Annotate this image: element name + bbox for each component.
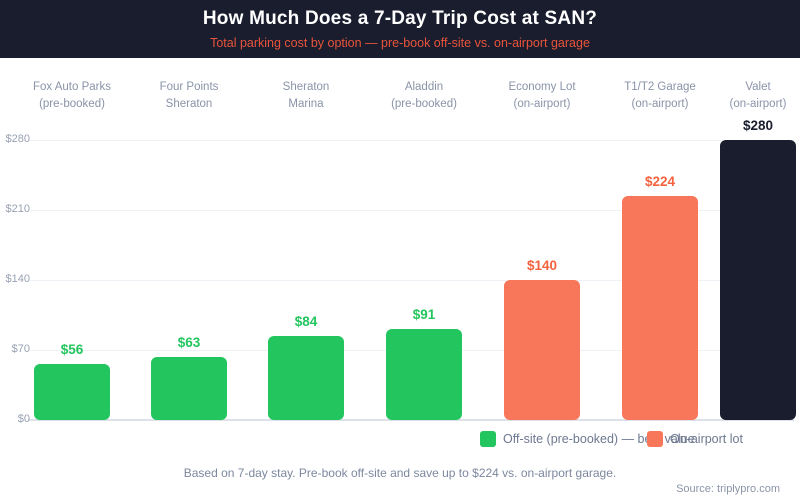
bar-column-aladdin: $91 <box>364 307 484 420</box>
legend-item-offsite[interactable]: Off-site (pre-booked) — best value <box>480 431 695 447</box>
chart-header: How Much Does a 7-Day Trip Cost at SAN? … <box>0 0 800 58</box>
legend-label-onairport: On-airport lot <box>670 432 743 446</box>
y-tick: $0 <box>17 413 30 425</box>
bar-aladdin[interactable] <box>386 329 462 420</box>
bar-value-label: $91 <box>412 307 436 322</box>
chart-subtitle: Total parking cost by option — pre-book … <box>210 36 590 50</box>
y-tick: $140 <box>5 273 30 285</box>
category-label: Valet (on-airport) <box>729 81 787 110</box>
footnote: Based on 7-day stay. Pre-book off-site a… <box>183 466 617 480</box>
bar-column-four-points: $63 <box>129 335 249 420</box>
bar-economy-lot[interactable] <box>504 280 580 420</box>
y-tick: $70 <box>11 343 30 355</box>
legend-swatch-orange-icon <box>647 431 663 447</box>
bar-column-t1-t2-garage: $224 <box>600 174 720 420</box>
legend-item-onairport[interactable]: On-airport lot <box>647 431 743 447</box>
x-axis-baseline <box>28 419 794 421</box>
gridline <box>30 280 794 281</box>
chart-title: How Much Does a 7-Day Trip Cost at SAN? <box>202 8 598 29</box>
gridline <box>30 140 794 141</box>
bar-valet[interactable] <box>720 140 796 420</box>
bar-sheraton-marina[interactable] <box>268 336 344 420</box>
category-label: T1/T2 Garage (on-airport) <box>624 81 696 110</box>
bar-value-label: $280 <box>742 118 774 133</box>
bar-value-label: $63 <box>177 335 201 350</box>
bar-fox-auto-parks[interactable] <box>34 364 110 420</box>
bar-t1-t2-garage[interactable] <box>622 196 698 420</box>
legend-label-offsite: Off-site (pre-booked) — best value <box>503 432 695 446</box>
source-credit: Source: triplypro.com <box>676 483 780 495</box>
bar-column-economy-lot: $140 <box>482 258 602 420</box>
bar-value-label: $84 <box>294 314 318 329</box>
bar-value-label: $140 <box>526 258 558 273</box>
category-label: Aladdin (pre-booked) <box>391 81 457 110</box>
category-label: Sheraton Marina <box>282 81 330 110</box>
category-label: Four Points Sheraton <box>159 81 219 110</box>
bar-column-valet: $280 <box>698 118 800 420</box>
y-tick: $210 <box>5 203 30 215</box>
bar-column-sheraton-marina: $84 <box>246 314 366 420</box>
y-tick: $280 <box>5 133 30 145</box>
gridline <box>30 210 794 211</box>
category-label: Economy Lot (on-airport) <box>508 81 576 110</box>
bar-value-label: $56 <box>60 342 84 357</box>
legend-swatch-green-icon <box>480 431 496 447</box>
bar-four-points[interactable] <box>151 357 227 420</box>
category-label: Fox Auto Parks (pre-booked) <box>33 81 111 110</box>
bar-column-fox-auto-parks: $56 <box>12 342 132 420</box>
bar-value-label: $224 <box>644 174 676 189</box>
